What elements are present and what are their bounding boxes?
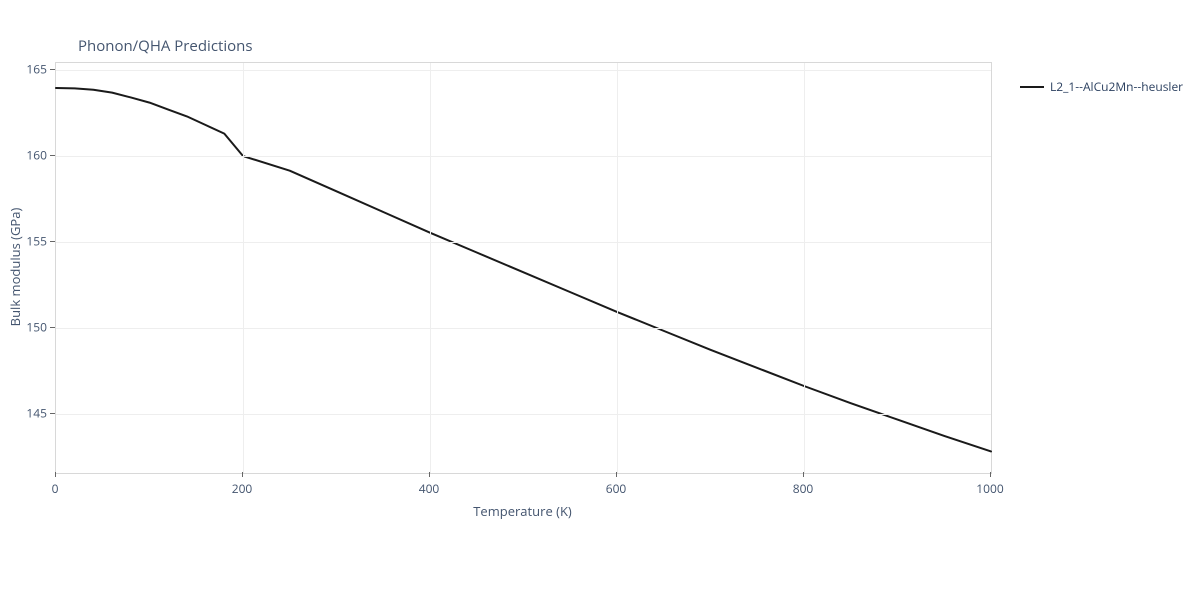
y-tick-label: 150 xyxy=(21,319,47,336)
legend-item[interactable]: L2_1--AlCu2Mn--heusler xyxy=(1020,78,1183,95)
x-tick-mark xyxy=(616,472,617,477)
y-axis-label: Bulk modulus (GPa) xyxy=(6,208,24,327)
x-tick-mark xyxy=(429,472,430,477)
y-tick-label: 160 xyxy=(21,147,47,164)
chart-title: Phonon/QHA Predictions xyxy=(78,36,253,56)
x-tick-label: 0 xyxy=(52,480,59,497)
x-tick-label: 1000 xyxy=(976,480,1003,497)
x-tick-label: 600 xyxy=(606,480,627,497)
gridline-h xyxy=(56,70,991,71)
y-tick-mark xyxy=(50,241,55,242)
x-tick-mark xyxy=(990,472,991,477)
y-tick-mark xyxy=(50,327,55,328)
chart-container: Phonon/QHA Predictions Temperature (K) B… xyxy=(0,0,1200,600)
x-tick-mark xyxy=(803,472,804,477)
x-tick-label: 200 xyxy=(232,480,253,497)
y-tick-label: 145 xyxy=(21,405,47,422)
legend-swatch xyxy=(1020,86,1044,88)
gridline-h xyxy=(56,328,991,329)
gridline-v xyxy=(617,63,618,473)
x-tick-label: 800 xyxy=(793,480,814,497)
y-tick-mark xyxy=(50,155,55,156)
legend: L2_1--AlCu2Mn--heusler xyxy=(1020,78,1183,95)
series-line xyxy=(56,88,991,451)
legend-label: L2_1--AlCu2Mn--heusler xyxy=(1050,78,1183,95)
x-tick-mark xyxy=(55,472,56,477)
y-tick-mark xyxy=(50,413,55,414)
gridline-h xyxy=(56,156,991,157)
gridline-h xyxy=(56,414,991,415)
gridline-h xyxy=(56,242,991,243)
gridline-v xyxy=(430,63,431,473)
x-axis-label: Temperature (K) xyxy=(473,502,572,520)
y-tick-label: 155 xyxy=(21,233,47,250)
x-tick-label: 400 xyxy=(419,480,440,497)
y-tick-label: 165 xyxy=(21,60,47,77)
gridline-v xyxy=(243,63,244,473)
series-layer xyxy=(56,63,991,473)
gridline-v xyxy=(804,63,805,473)
x-tick-mark xyxy=(242,472,243,477)
y-tick-mark xyxy=(50,69,55,70)
plot-area xyxy=(55,62,992,474)
